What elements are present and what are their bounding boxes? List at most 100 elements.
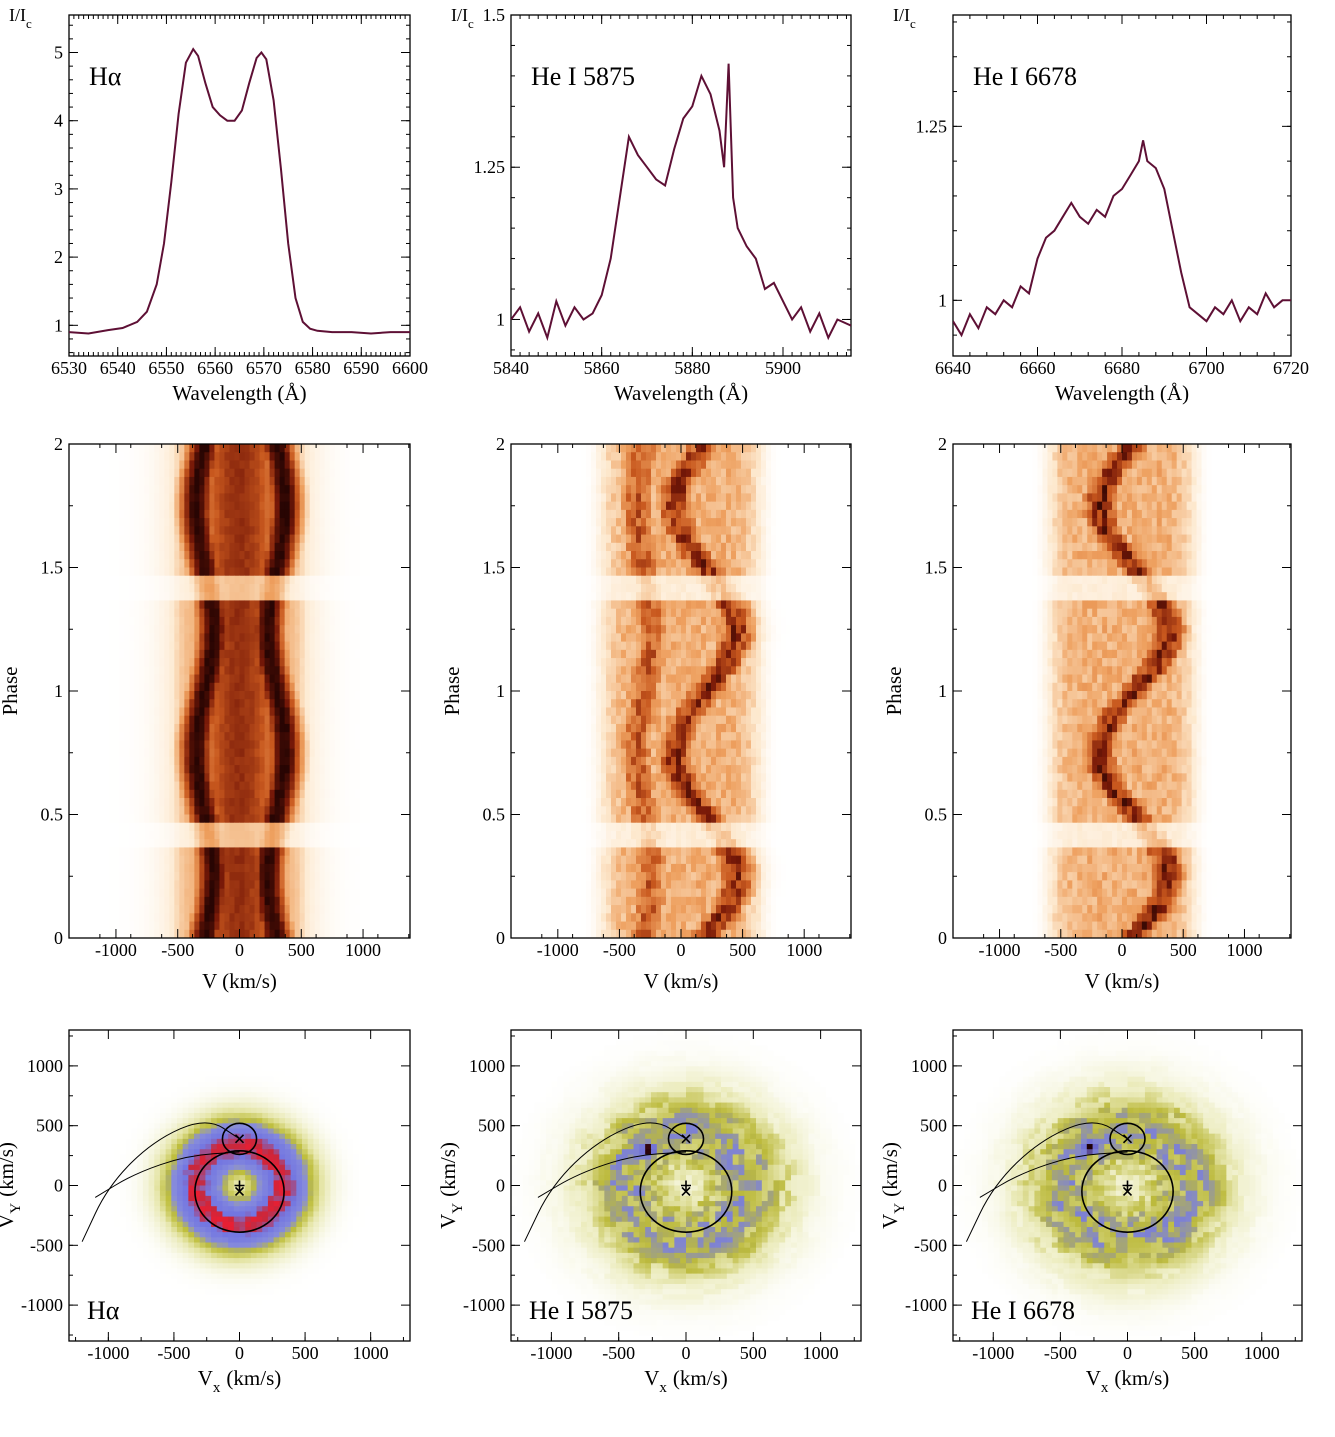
trailed-cell	[611, 460, 617, 469]
trailed-cell	[199, 600, 205, 609]
trailed-cell	[174, 444, 180, 453]
trailed-cell	[400, 584, 406, 593]
trailed-cell	[104, 666, 110, 675]
trailed-cell	[229, 510, 235, 519]
trailed-cell	[335, 724, 341, 733]
trailed-cell	[209, 592, 215, 601]
trailed-cell	[325, 625, 331, 634]
trailed-cell	[109, 905, 115, 914]
trailed-cell	[390, 683, 396, 692]
trailed-cell	[320, 856, 326, 865]
trailed-cell	[169, 798, 175, 807]
trailed-cell	[194, 831, 200, 840]
trailed-cell	[325, 584, 331, 593]
trailed-cell	[265, 716, 271, 725]
trailed-cell	[355, 592, 361, 601]
trailed-cell	[119, 633, 125, 642]
trailed-cell	[184, 773, 190, 782]
trailed-cell	[209, 880, 215, 889]
trailed-cell	[355, 798, 361, 807]
trailed-cell	[706, 452, 712, 461]
trailed-cell	[164, 773, 170, 782]
trailed-cell	[79, 551, 85, 560]
trailed-cell	[245, 600, 251, 609]
trailed-cell	[240, 782, 246, 791]
trailed-cell	[149, 930, 155, 939]
trailed-cell	[325, 889, 331, 898]
trailed-cell	[179, 798, 185, 807]
x-tick-label: 1000	[345, 940, 381, 960]
trailed-cell	[345, 526, 351, 535]
trailed-cell	[134, 518, 140, 527]
y-tick-label: 5	[54, 43, 63, 63]
trailed-cell	[184, 765, 190, 774]
trailed-cell	[270, 864, 276, 873]
trailed-cell	[94, 831, 100, 840]
trailed-cell	[89, 518, 95, 527]
trailed-cell	[109, 568, 115, 577]
trailed-cell	[154, 617, 160, 626]
trailed-cell	[390, 535, 396, 544]
trailed-cell	[340, 526, 346, 535]
trailed-cell	[154, 732, 160, 741]
trailed-cell	[164, 732, 170, 741]
trailed-cell	[280, 642, 286, 651]
trailed-cell	[199, 732, 205, 741]
y-tick-label: 1	[54, 681, 63, 701]
trailed-cell	[315, 568, 321, 577]
y-tick-label: 1	[54, 315, 63, 335]
trailed-cell	[526, 452, 532, 461]
trailed-cell	[370, 510, 376, 519]
trailed-cell	[300, 905, 306, 914]
trailed-cell	[245, 716, 251, 725]
trailed-cell	[295, 806, 301, 815]
trailed-cell	[375, 806, 381, 815]
trailed-cell	[144, 922, 150, 931]
trailed-cell	[395, 683, 401, 692]
trailed-cell	[325, 650, 331, 659]
trailed-cell	[385, 872, 391, 881]
trailed-cell	[260, 526, 266, 535]
y-tick-label: 3	[54, 179, 63, 199]
trailed-cell	[330, 477, 336, 486]
trailed-cell	[275, 551, 281, 560]
trailed-cell	[229, 798, 235, 807]
trailed-cell	[149, 707, 155, 716]
trailed-cell	[84, 806, 90, 815]
trailed-cell	[209, 839, 215, 848]
trailed-cell	[79, 922, 85, 931]
trailed-cell	[189, 535, 195, 544]
trailed-cell	[129, 839, 135, 848]
trailed-cell	[370, 913, 376, 922]
trailed-cell	[89, 699, 95, 708]
trailed-cell	[335, 477, 341, 486]
trailed-cell	[255, 847, 261, 856]
trailed-cell	[99, 609, 105, 618]
trailed-cell	[99, 584, 105, 593]
trailed-cell	[395, 757, 401, 766]
trailed-cell	[360, 847, 366, 856]
trailed-cell	[250, 922, 256, 931]
trailed-cell	[385, 724, 391, 733]
trailed-cell	[290, 584, 296, 593]
trailed-cell	[290, 625, 296, 634]
trailed-cell	[169, 773, 175, 782]
trailed-cell	[164, 831, 170, 840]
trailed-cell	[325, 732, 331, 741]
trailed-cell	[69, 823, 75, 832]
trailed-cell	[84, 757, 90, 766]
trailed-cell	[149, 633, 155, 642]
trailed-cell	[99, 683, 105, 692]
trailed-cell	[370, 905, 376, 914]
trailed-cell	[184, 905, 190, 914]
trailed-cell	[821, 444, 827, 453]
trailed-cell	[265, 913, 271, 922]
trailed-cell	[184, 732, 190, 741]
trailed-cell	[219, 740, 225, 749]
trailed-cell	[400, 905, 406, 914]
trailed-cell	[179, 823, 185, 832]
trailed-cell	[159, 864, 165, 873]
trailed-cell	[129, 551, 135, 560]
trailed-cell	[139, 650, 145, 659]
trailed-cell	[791, 452, 797, 461]
